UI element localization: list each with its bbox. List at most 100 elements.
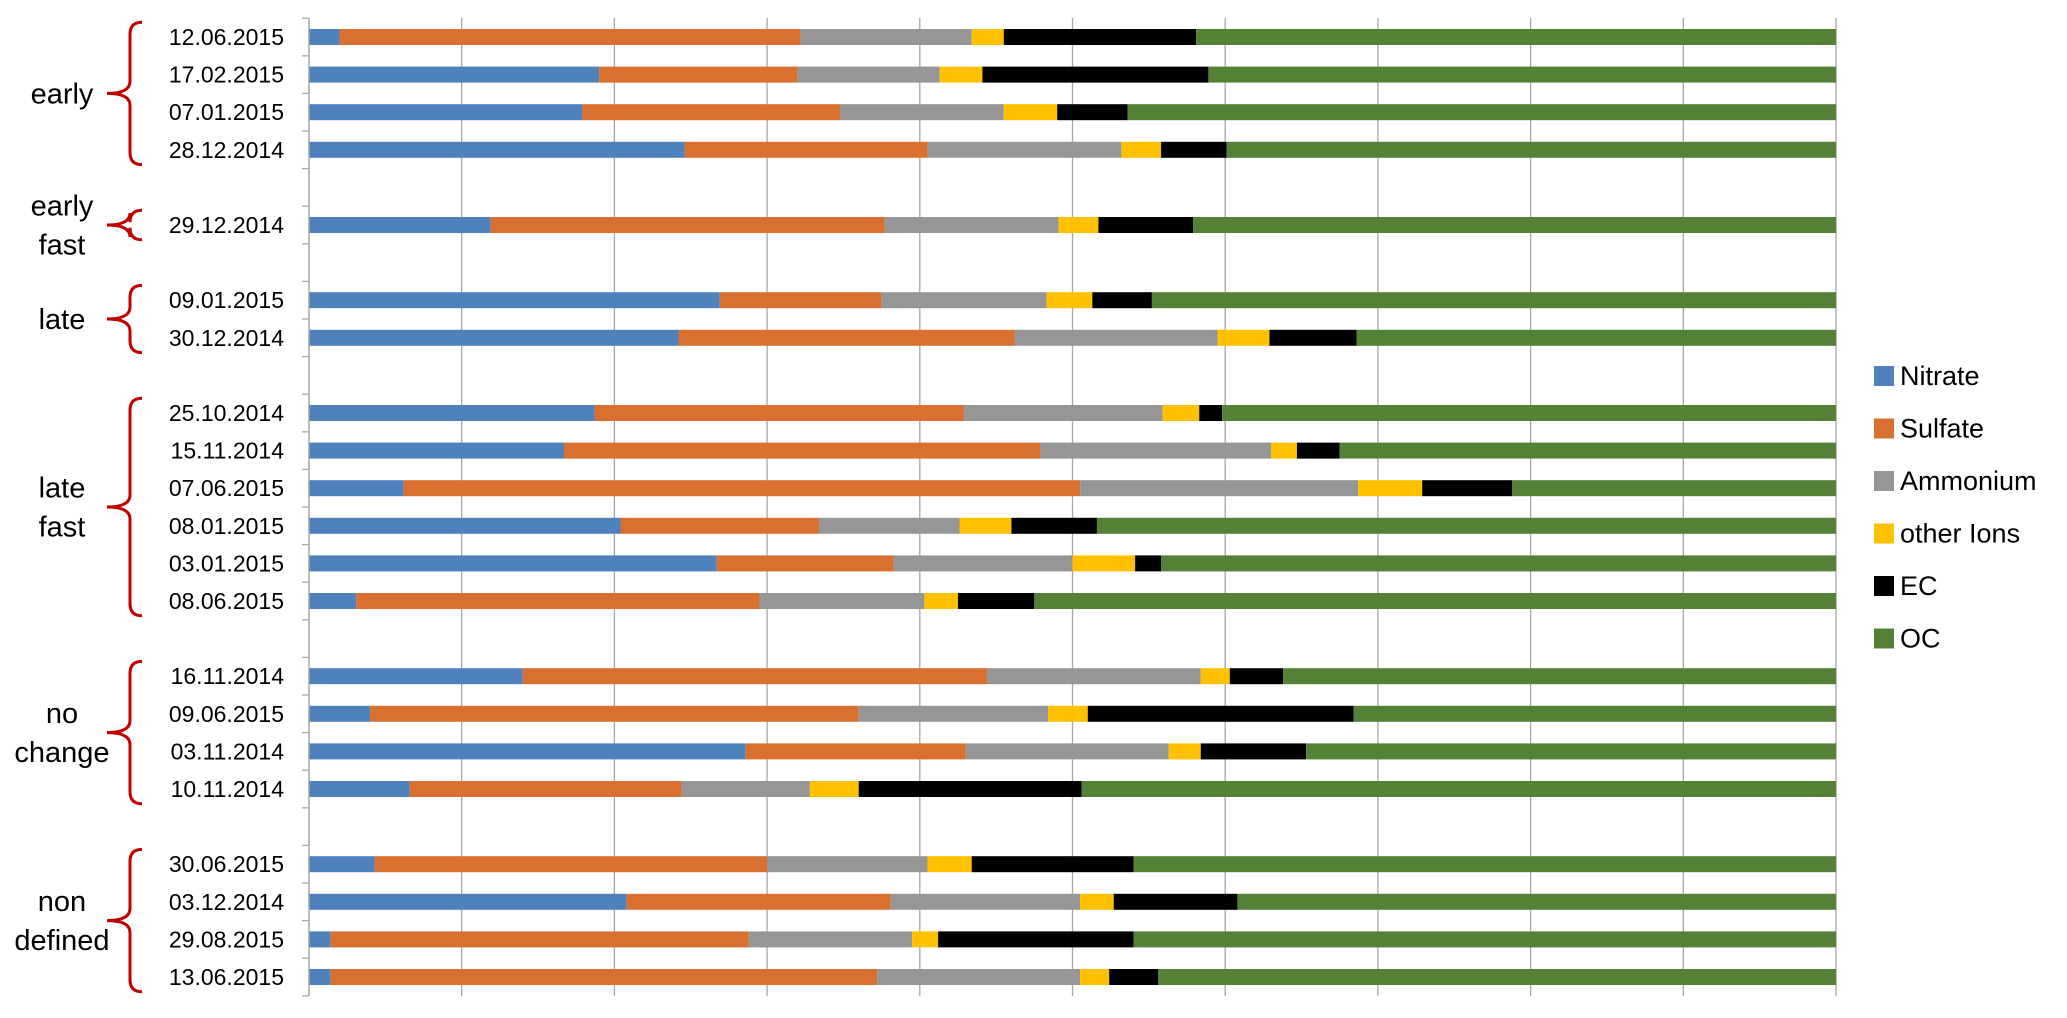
bar-segment-ec (1057, 104, 1128, 121)
bar-segment-ec (1200, 743, 1307, 760)
bar-segment-ec (1269, 329, 1357, 346)
bar-segment-ec (1296, 442, 1340, 459)
date-label: 25.10.2014 (169, 400, 284, 426)
bar-segment-nitrate (309, 29, 340, 45)
bar-segment-sulfate (599, 66, 798, 83)
bar-segment-other-ions (1058, 217, 1099, 233)
bar-segment-other-ions (1003, 104, 1058, 121)
bar-segment-nitrate (309, 781, 410, 797)
bar-segment-sulfate (522, 668, 987, 685)
date-label: 03.11.2014 (171, 738, 285, 764)
legend-swatch-sulfate (1874, 418, 1894, 439)
bar-segment-ammonium (1080, 480, 1359, 497)
date-label: 07.06.2015 (169, 475, 284, 501)
date-label: 03.12.2014 (169, 889, 284, 915)
group-labels: early early fast late late fast no change non def… (14, 20, 143, 994)
group-brace (106, 659, 143, 806)
bar-segment-nitrate (309, 405, 595, 421)
bar-segment-ammonium (840, 104, 1004, 121)
bar-segment-ec (1011, 517, 1097, 534)
group-brace (106, 847, 143, 994)
bar-segment-ammonium (1040, 442, 1272, 459)
date-label: 15.11.2014 (171, 438, 285, 464)
bar-segment-nitrate (309, 141, 685, 158)
legend-swatch-ammonium (1874, 471, 1894, 491)
date-label: 29.08.2015 (169, 926, 284, 952)
bar-segment-other-ions (959, 517, 1012, 534)
bar-segment-oc (1226, 141, 1836, 158)
group-brace (106, 208, 143, 242)
bar-segment-ammonium (681, 781, 810, 797)
bar-segment-other-ions (809, 781, 859, 797)
bar-segment-ammonium (881, 292, 1047, 309)
bar-segment-sulfate (374, 856, 768, 873)
bar-segment-oc (1158, 969, 1836, 985)
bar-segment-sulfate (564, 442, 1041, 459)
bar-segment-nitrate (309, 856, 375, 873)
date-label: 16.11.2014 (171, 663, 285, 689)
bar-segment-nitrate (309, 893, 627, 910)
bar-segment-ammonium (1014, 329, 1218, 346)
group-label: fast (39, 512, 86, 544)
bar-segment-ec (957, 593, 1035, 609)
bar-segment-sulfate (719, 292, 882, 309)
bar-segment-oc (1034, 593, 1836, 609)
bar-segment-ec (1087, 705, 1354, 722)
bar-segment-sulfate (490, 217, 885, 233)
bar-segment-oc (1353, 705, 1836, 722)
date-label: 10.11.2014 (171, 776, 285, 802)
bar-segment-other-ions (1080, 893, 1114, 910)
date-label: 08.06.2015 (169, 588, 284, 614)
bar-segment-oc (1283, 668, 1836, 685)
bar-segment-other-ions (1200, 668, 1230, 685)
bar-segment-other-ions (1217, 329, 1270, 346)
bar-segment-ammonium (767, 856, 928, 873)
legend-label-oc: OC (1900, 624, 1941, 654)
bar-segment-sulfate (716, 555, 894, 572)
legend-swatch-other-ions (1874, 523, 1894, 544)
group-brace (106, 396, 143, 618)
bar-segment-nitrate (309, 705, 371, 722)
date-label: 03.01.2015 (169, 550, 284, 576)
bar-segment-oc (1133, 931, 1836, 948)
date-label: 13.06.2015 (169, 964, 284, 990)
bar-segment-nitrate (309, 555, 717, 572)
bar-segment-other-ions (924, 593, 958, 609)
bar-segment-sulfate (594, 405, 965, 421)
bar-segment-oc (1151, 292, 1836, 309)
bar-segment-other-ions (1168, 743, 1201, 760)
bar-segment-oc (1339, 442, 1836, 459)
bar-segment-sulfate (745, 743, 966, 760)
date-label: 29.12.2014 (169, 212, 284, 238)
bar-segment-ammonium (858, 705, 1049, 722)
bar-segment-sulfate (409, 781, 682, 797)
date-label: 07.01.2015 (169, 99, 284, 125)
bar-segment-ec (1092, 292, 1152, 309)
legend: Nitrate Sulfate Ammonium other Ions EC OC (1874, 361, 2037, 654)
bar-segment-ec (1135, 555, 1162, 572)
date-label: 17.02.2015 (169, 62, 284, 88)
bar-segment-other-ions (971, 29, 1004, 45)
bar-segment-sulfate (403, 480, 1081, 497)
legend-swatch-oc (1874, 628, 1894, 649)
bar-segment-other-ions (939, 66, 983, 83)
date-label: 12.06.2015 (169, 24, 284, 50)
legend-label-ec: EC (1900, 571, 1938, 601)
bars (309, 29, 1836, 985)
group-label: early (31, 78, 94, 110)
date-label: 09.06.2015 (169, 701, 284, 727)
bar-segment-ec (938, 931, 1134, 948)
bar-segment-oc (1356, 329, 1836, 346)
date-label: 28.12.2014 (169, 137, 284, 163)
bar-segment-oc (1161, 555, 1836, 572)
group-brace (106, 20, 143, 167)
bar-segment-ammonium (759, 593, 925, 609)
legend-label-ammonium: Ammonium (1900, 466, 2037, 496)
bar-segment-oc (1193, 217, 1836, 233)
bar-segment-ammonium (890, 893, 1081, 910)
bar-segment-sulfate (330, 931, 749, 948)
legend-label-nitrate: Nitrate (1900, 361, 1980, 391)
group-label: defined (14, 925, 109, 957)
group-label: change (14, 737, 109, 769)
bar-segment-ammonium (884, 217, 1059, 233)
